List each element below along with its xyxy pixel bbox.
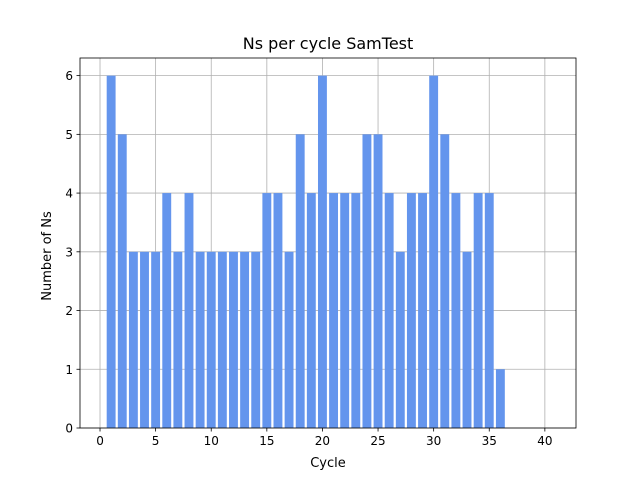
bar — [340, 193, 350, 428]
bar — [284, 251, 294, 428]
y-tick-label: 4 — [65, 187, 73, 201]
bar — [440, 134, 450, 428]
bar — [151, 251, 161, 428]
y-tick-label: 5 — [65, 128, 73, 142]
bar — [362, 134, 372, 428]
bar — [495, 369, 505, 428]
x-tick-label: 15 — [259, 434, 274, 448]
y-axis-label: Number of Ns — [40, 211, 55, 301]
plot-frame — [79, 57, 577, 429]
x-tick-label: 30 — [426, 434, 441, 448]
chart-title: Ns per cycle SamTest — [243, 34, 414, 53]
bar — [162, 193, 172, 428]
x-tick-label: 25 — [370, 434, 385, 448]
bar — [484, 193, 494, 428]
x-tick-label: 10 — [204, 434, 219, 448]
bar — [306, 193, 316, 428]
y-tick-label: 6 — [65, 69, 73, 83]
bar — [195, 251, 205, 428]
bar — [273, 193, 283, 428]
x-axis-label: Cycle — [310, 456, 346, 471]
bar — [418, 193, 427, 428]
bar — [173, 251, 183, 428]
ticks: 0 5 10 15 20 25 30 35 40 0 1 2 3 4 5 6 — [65, 69, 552, 448]
bar — [229, 251, 238, 428]
y-tick-label: 0 — [65, 422, 73, 436]
x-tick-label: 35 — [482, 434, 497, 448]
bar — [473, 193, 483, 428]
bar — [429, 75, 439, 428]
bar — [329, 193, 339, 428]
bar — [184, 193, 194, 428]
x-tick-label: 40 — [537, 434, 552, 448]
bar — [451, 193, 461, 428]
bars — [106, 75, 505, 428]
bar — [217, 251, 227, 428]
bar — [140, 251, 149, 428]
bar — [206, 251, 216, 428]
bar — [351, 193, 361, 428]
x-tick-label: 5 — [152, 434, 160, 448]
x-tick-label: 0 — [96, 434, 104, 448]
bar — [384, 193, 394, 428]
bar — [462, 251, 472, 428]
y-tick-label: 1 — [65, 363, 73, 377]
axes — [79, 57, 577, 429]
bar — [406, 193, 416, 428]
bar — [295, 134, 305, 428]
bar — [317, 75, 327, 428]
y-tick-label: 3 — [65, 245, 73, 259]
bar — [117, 134, 127, 428]
bar — [373, 134, 383, 428]
bar — [240, 251, 250, 428]
x-tick-label: 20 — [315, 434, 330, 448]
y-tick-label: 2 — [65, 304, 73, 318]
bar — [106, 75, 116, 428]
bar — [262, 193, 272, 428]
bar — [251, 251, 261, 428]
bar — [395, 251, 405, 428]
bar — [128, 251, 138, 428]
